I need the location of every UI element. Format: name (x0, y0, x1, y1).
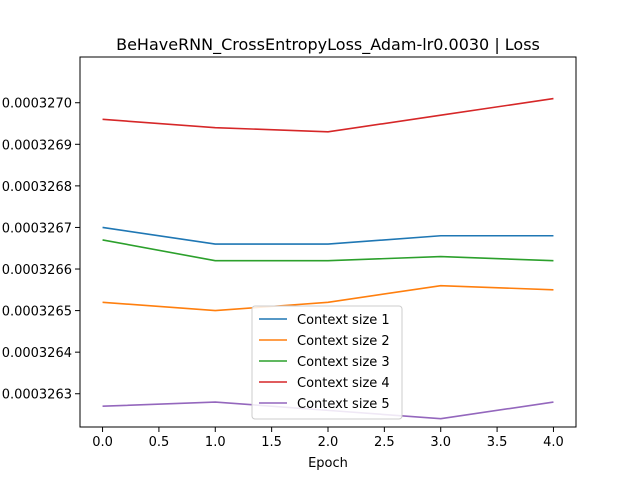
y-tick-label: 0.0003264 (2, 346, 72, 361)
x-tick-label: 2.5 (374, 435, 395, 450)
y-tick-label: 0.0003270 (2, 97, 72, 112)
series-line-1 (102, 226, 554, 245)
x-tick-label: 0.5 (149, 435, 170, 450)
x-axis: 0.0 0.5 1.0 1.5 2.0 2.5 3.0 3.5 4.0 (92, 427, 564, 450)
legend-entry: Context size 4 (297, 376, 390, 391)
legend-entry: Context size 1 (297, 313, 390, 328)
legend: Context size 1 Context size 2 Context size… (251, 305, 403, 420)
x-tick-label: 3.0 (430, 435, 451, 450)
x-tick-label: 1.0 (205, 435, 226, 450)
y-tick-label: 0.0003268 (2, 180, 72, 195)
y-tick-label: 0.0003267 (2, 221, 72, 236)
x-tick-label: 1.5 (261, 435, 282, 450)
chart-title: BeHaveRNN_CrossEntropyLoss_Adam-lr0.0030… (116, 35, 540, 55)
legend-entry: Context size 2 (297, 334, 390, 349)
x-tick-label: 0.0 (92, 435, 113, 450)
x-axis-label: Epoch (308, 456, 348, 471)
legend-entry: Context size 5 (297, 397, 390, 412)
series-line-2 (102, 284, 554, 312)
series-line-3 (102, 239, 554, 262)
x-tick-label: 4.0 (543, 435, 564, 450)
y-tick-label: 0.0003265 (2, 305, 72, 320)
series-line-4 (102, 97, 554, 133)
x-tick-label: 2.0 (318, 435, 339, 450)
y-tick-label: 0.0003266 (2, 263, 72, 278)
x-tick-label: 3.5 (487, 435, 508, 450)
legend-box (251, 305, 403, 420)
y-tick-label: 0.0003263 (2, 388, 72, 403)
y-tick-label: 0.0003269 (2, 138, 72, 153)
legend-entry: Context size 3 (297, 355, 390, 370)
y-axis: 0.0003263 0.0003264 0.0003265 0.0003266 0.00… (2, 97, 80, 403)
